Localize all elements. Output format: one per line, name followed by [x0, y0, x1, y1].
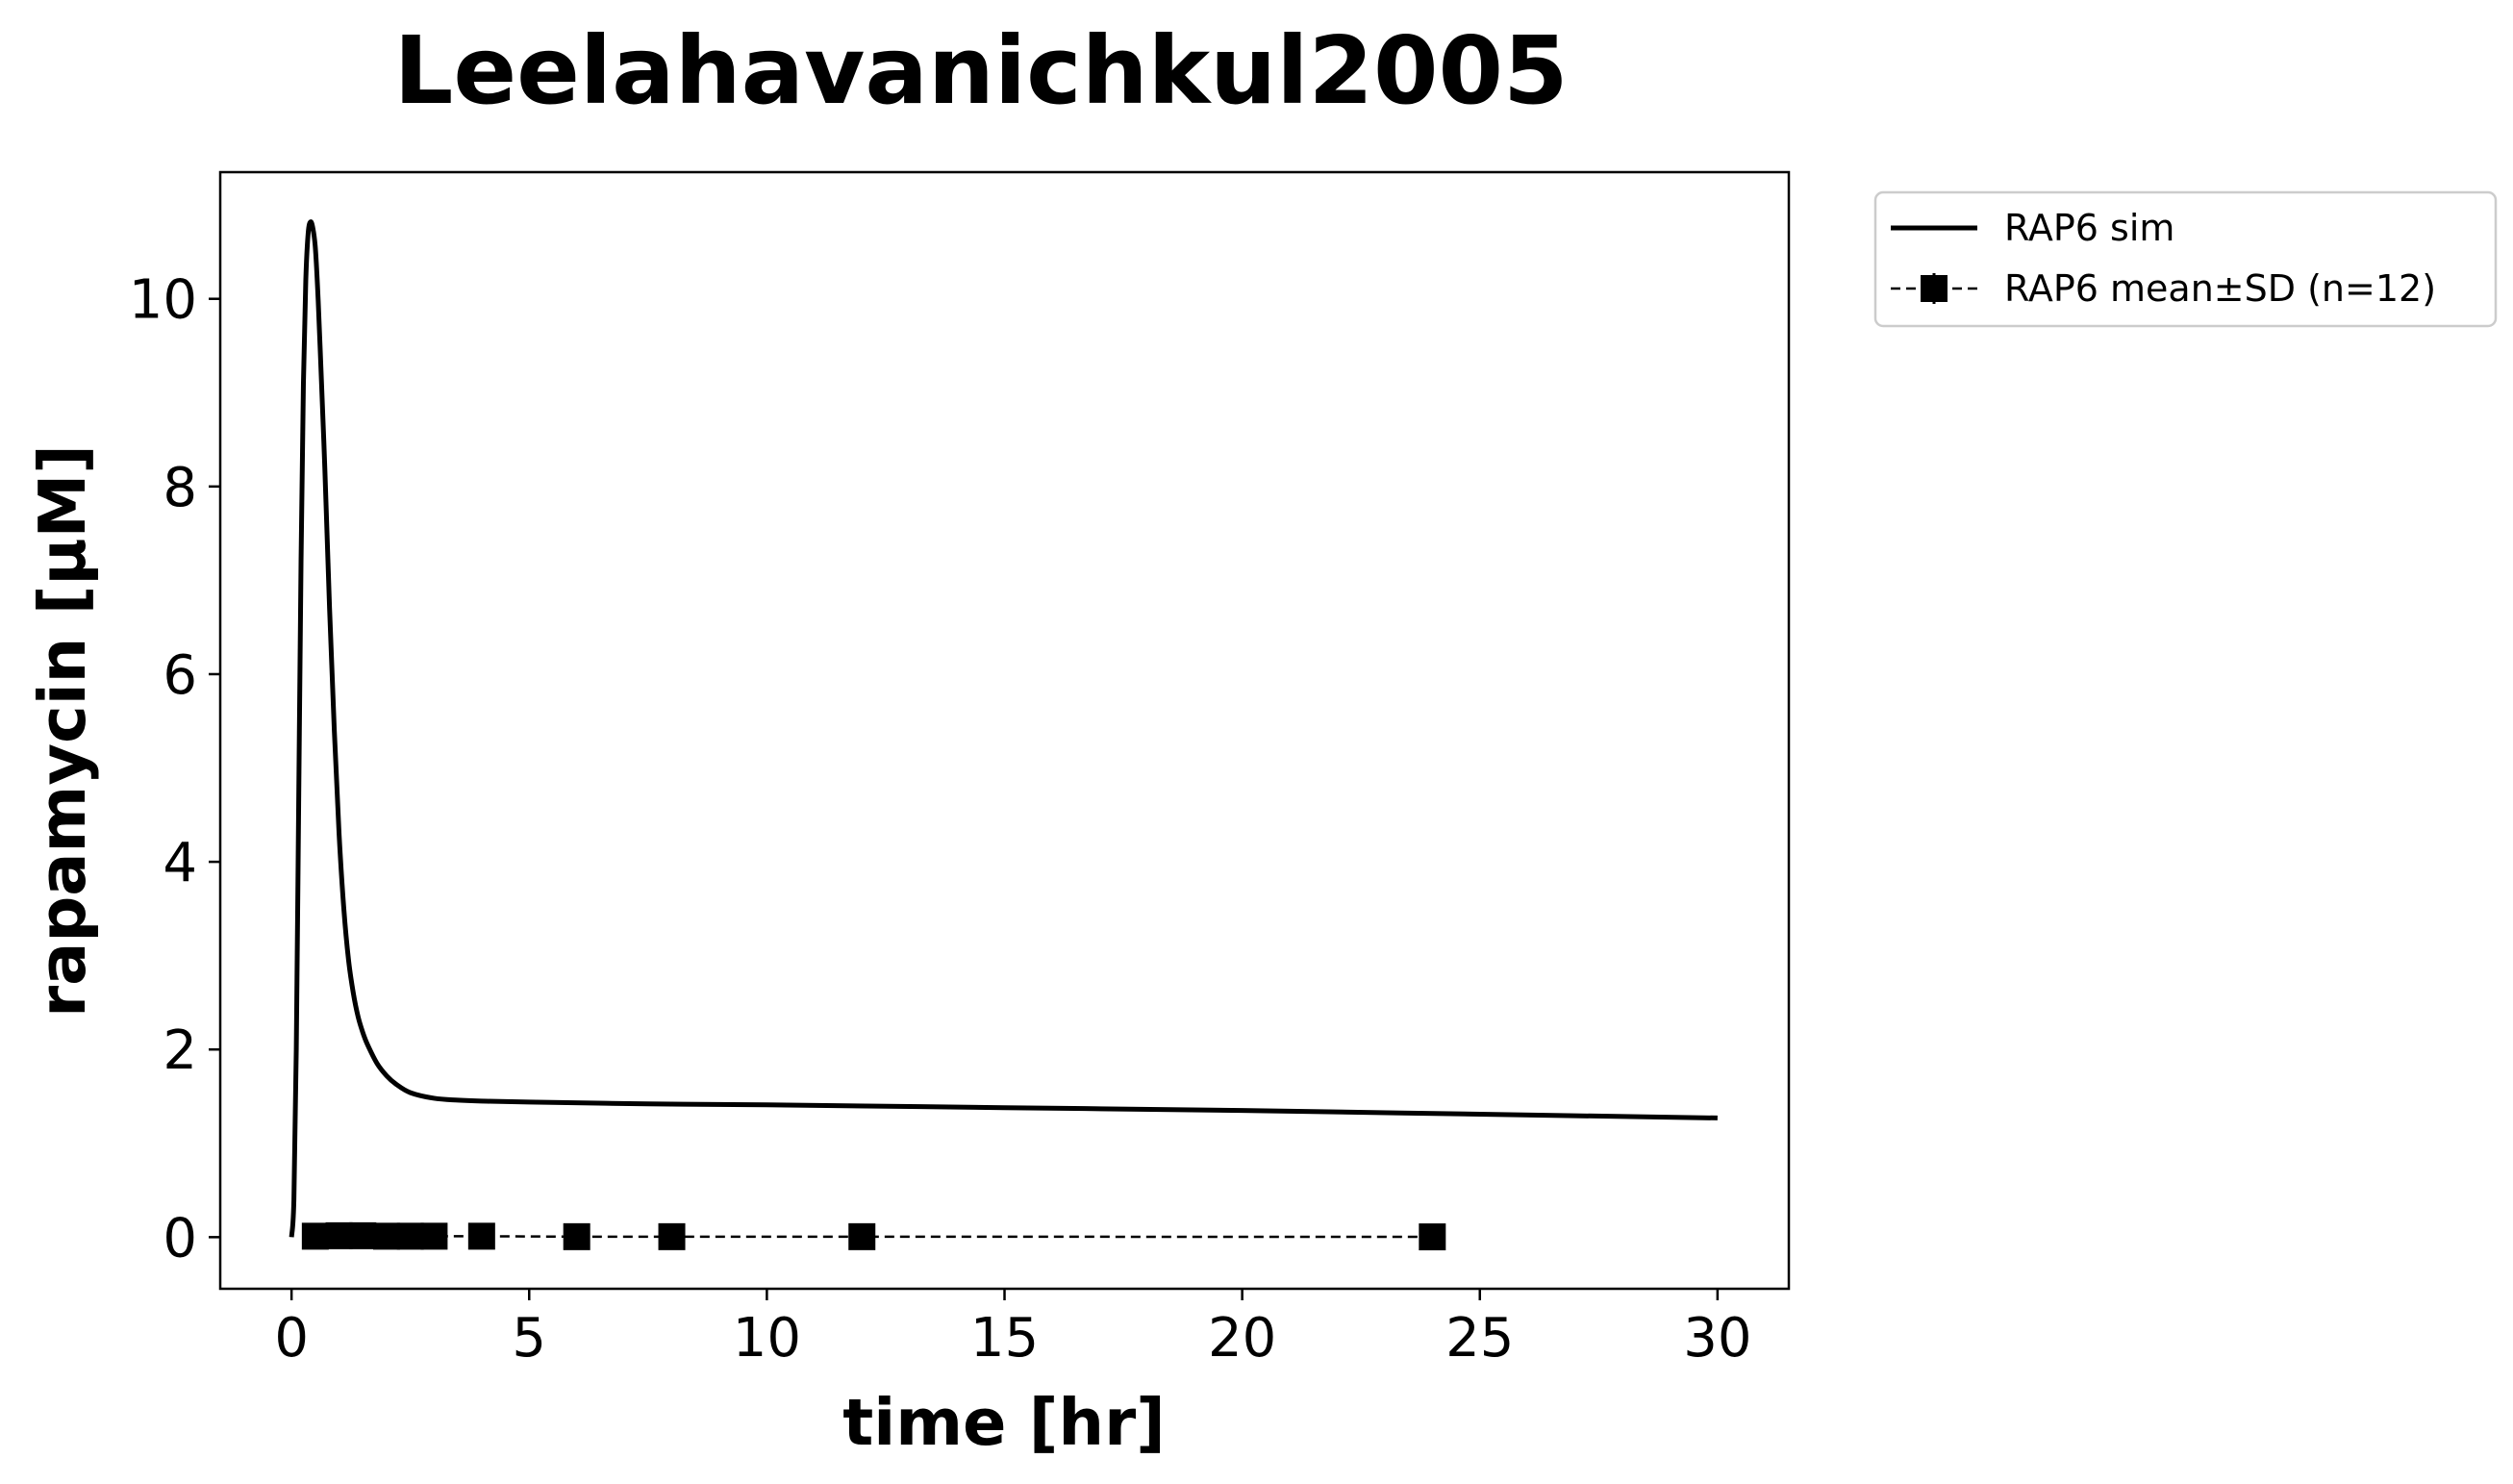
chart-title: Leelahavanichkul2005: [394, 16, 1569, 125]
x-tick-label: 15: [970, 1307, 1039, 1370]
y-tick-label: 8: [163, 457, 197, 519]
x-tick-label: 30: [1683, 1307, 1751, 1370]
y-tick-label: 6: [163, 644, 197, 707]
data-point-marker: [467, 1222, 495, 1250]
y-axis-ticks: 0 2 4 6 8 10: [129, 269, 220, 1270]
legend-data-label: RAP6 mean±SD (n=12): [2004, 267, 2436, 310]
data-point-marker: [349, 1221, 377, 1249]
y-tick-label: 10: [129, 269, 197, 332]
series-layer: [289, 219, 1718, 1251]
legend-box: [1873, 190, 2498, 328]
x-axis-ticks: 0 5 10 15 20 25 30: [274, 1289, 1751, 1370]
data-point-marker: [420, 1222, 448, 1250]
data-point-marker: [563, 1222, 591, 1250]
legend-data-marker: [1921, 275, 1948, 302]
y-axis-label: rapamycin [μM]: [25, 444, 100, 1018]
y-tick-label: 2: [163, 1019, 197, 1082]
x-tick-label: 5: [512, 1307, 546, 1370]
data-point-marker: [301, 1222, 329, 1250]
data-point-marker: [325, 1221, 353, 1249]
x-axis-label: time [hr]: [842, 1385, 1166, 1460]
data-point-marker: [848, 1222, 876, 1250]
data-point-marker: [658, 1222, 686, 1250]
data-point-marker: [1419, 1223, 1446, 1251]
plot-area: [218, 170, 1791, 1291]
y-tick-label: 4: [163, 832, 197, 894]
legend-sim-label: RAP6 sim: [2004, 207, 2174, 249]
x-tick-label: 0: [274, 1307, 309, 1370]
x-tick-label: 10: [733, 1307, 801, 1370]
data-point-marker: [372, 1222, 400, 1250]
y-tick-label: 0: [163, 1207, 197, 1270]
legend: RAP6 sim RAP6 mean±SD (n=12): [1873, 190, 2498, 328]
data-point-marker: [396, 1222, 424, 1250]
series-rap6-sim-line: [289, 219, 1718, 1238]
x-tick-label: 20: [1208, 1307, 1276, 1370]
x-tick-label: 25: [1445, 1307, 1514, 1370]
